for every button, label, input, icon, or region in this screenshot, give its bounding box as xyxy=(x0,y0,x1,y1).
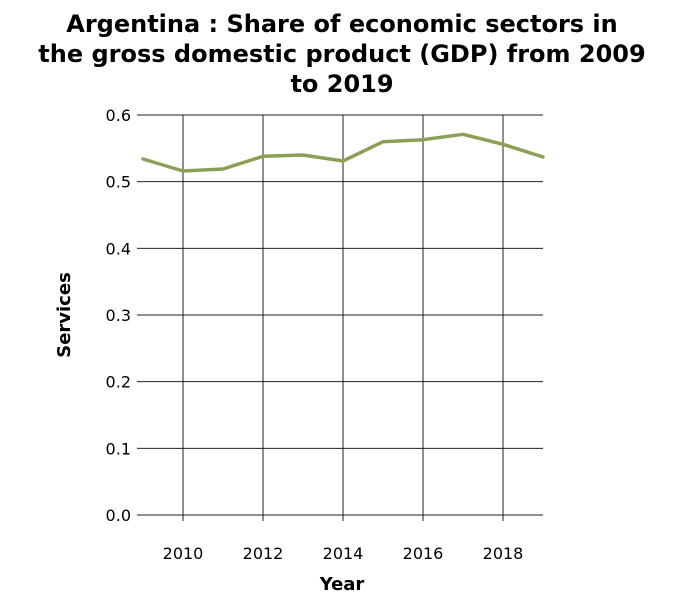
y-tick-label: 0.0 xyxy=(106,506,131,525)
y-tick-label: 0.6 xyxy=(106,106,131,125)
x-tick-label: 2018 xyxy=(483,544,524,563)
y-tick-label: 0.1 xyxy=(106,439,131,458)
y-tick-label: 0.3 xyxy=(106,306,131,325)
y-axis-label: Services xyxy=(54,272,75,358)
y-tick-label: 0.5 xyxy=(106,173,131,192)
series xyxy=(141,132,545,173)
x-tick-label: 2014 xyxy=(323,544,364,563)
y-tick-label: 0.2 xyxy=(106,373,131,392)
x-tick-label: 2012 xyxy=(243,544,284,563)
chart-title-line-2: the gross domestic product (GDP) from 20… xyxy=(38,40,645,68)
y-axis-ticks: 0.0 0.1 0.2 0.3 0.4 0.5 0.6 xyxy=(106,106,143,525)
grid xyxy=(143,114,543,516)
x-axis-ticks: 2010 2012 2014 2016 2018 xyxy=(163,515,524,563)
y-tick-label: 0.4 xyxy=(106,239,131,258)
x-tick-label: 2016 xyxy=(403,544,444,563)
chart-title-line-3: to 2019 xyxy=(290,70,393,98)
x-tick-label: 2010 xyxy=(163,544,204,563)
chart-title: Argentina : Share of economic sectors in… xyxy=(38,10,645,98)
x-axis-label: Year xyxy=(319,574,365,595)
chart-title-line-1: Argentina : Share of economic sectors in xyxy=(66,10,617,38)
